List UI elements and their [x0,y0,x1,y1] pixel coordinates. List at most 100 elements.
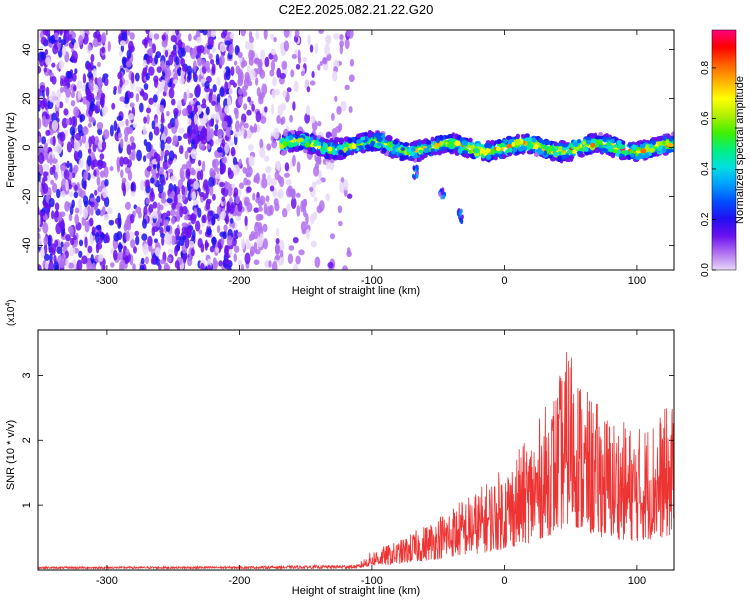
heatmap-cell [179,167,185,180]
heatmap-cell [134,72,140,82]
heatmap-cell [51,62,56,68]
heatmap-cell [296,161,301,173]
heatmap-cell [159,155,164,162]
heatmap-cell [52,135,56,147]
heatmap-cell [78,239,84,247]
heatmap-cell [50,179,55,185]
heatmap-cell [38,65,42,74]
heatmap-cell [161,178,166,186]
heatmap-cell [106,235,110,243]
y-tick-label: 1 [21,502,33,508]
heatmap-cell [102,187,108,199]
heatmap-cell [205,106,210,116]
heatmap-cell [54,264,59,270]
heatmap-cell [313,165,320,177]
heatmap-cell [113,88,117,96]
heatmap-cell [152,212,157,219]
heatmap-cell [166,198,173,204]
heatmap-cell [271,140,278,149]
heatmap-cell [60,86,64,94]
heatmap-cell [347,143,353,149]
heatmap-cell [116,115,123,122]
heatmap-cell [460,219,464,225]
heatmap-cell [141,233,148,241]
heatmap-cell [268,260,272,268]
heatmap-cell [96,176,101,187]
heatmap-cell [281,60,288,70]
heatmap-cell [598,144,603,149]
heatmap-cell [132,263,136,270]
heatmap-cell [665,148,672,153]
heatmap-cell [581,141,587,145]
heatmap-cell [200,262,205,270]
heatmap-cell [73,150,79,162]
heatmap-cell [258,95,264,105]
heatmap-cell [576,138,581,144]
heatmap-cell [211,159,216,169]
snr-y-scale-label: (x104) [5,299,17,326]
heatmap-cell [193,135,201,145]
heatmap-cell [125,60,132,68]
heatmap-cell [146,114,150,125]
heatmap-cell [127,40,134,52]
heatmap-cell [93,199,99,212]
heatmap-cell [48,42,53,49]
heatmap-cell [521,134,527,139]
heatmap-cell [125,118,129,127]
heatmap-cell [104,179,109,187]
heatmap-cell [43,67,47,73]
heatmap-cell [171,235,176,246]
spectrogram-y-axis-label: Frequency (Hz) [5,112,17,188]
heatmap-cell [38,117,42,130]
heatmap-cell [138,102,144,113]
heatmap-cell [38,135,42,143]
heatmap-cell [142,92,149,101]
heatmap-cell [41,136,47,145]
heatmap-cell [217,128,223,139]
heatmap-cell [507,152,513,157]
heatmap-cell [436,137,441,144]
heatmap-cell [188,240,195,248]
y-tick-label: 40 [21,43,33,55]
heatmap-cell [623,150,629,156]
heatmap-cell [95,231,100,244]
heatmap-cell [52,182,58,193]
heatmap-cell [161,236,165,246]
heatmap-cell [165,30,170,35]
heatmap-cell [324,43,330,56]
heatmap-cell [417,157,422,162]
heatmap-cell [219,42,226,53]
heatmap-cell [639,143,646,149]
spectrogram-frame [37,29,675,271]
heatmap-cell [96,121,104,130]
heatmap-cell [346,250,352,258]
heatmap-cell [325,193,331,202]
heatmap-cell [288,134,294,141]
heatmap-cell [235,120,240,133]
heatmap-cell [537,149,544,155]
heatmap-cell [191,169,196,176]
heatmap-cell [172,44,177,52]
heatmap-cell [103,213,110,221]
heatmap-cell [148,55,153,64]
heatmap-cell [304,142,310,148]
x-tick-label: 0 [501,275,507,287]
heatmap-cell [199,169,204,181]
heatmap-cell [274,160,281,170]
heatmap-cell [170,34,177,43]
heatmap-cell [44,261,49,270]
heatmap-cell [150,257,156,265]
heatmap-cell [270,48,276,56]
heatmap-cell [252,192,256,201]
heatmap-cell [78,250,83,258]
heatmap-cell [595,135,601,140]
heatmap-cell [431,151,438,156]
heatmap-cell [228,248,233,256]
heatmap-cell [73,41,79,49]
heatmap-cell [150,187,154,198]
heatmap-cell [263,30,268,40]
heatmap-cell [179,76,185,85]
heatmap-cell [50,35,56,45]
heatmap-cell [38,264,42,270]
heatmap-cell [190,99,194,105]
